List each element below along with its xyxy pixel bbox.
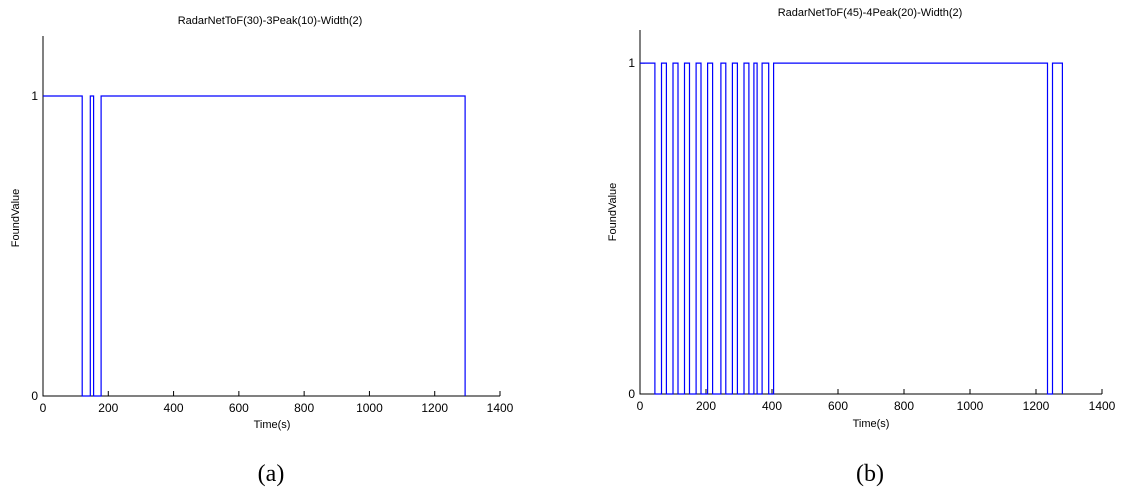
chart-title-a: RadarNetToF(30)-3Peak(10)-Width(2) [178,15,363,27]
x-tick-label-b: 0 [637,399,644,413]
x-tick-label-b: 200 [696,399,716,413]
x-tick-label-b: 800 [894,399,914,413]
ticks-a: 0 200 400 600 800 1000 1200 1400 0 1 [31,89,513,415]
x-tick-label-a: 1400 [487,401,514,415]
x-tick-label-a: 1200 [421,401,448,415]
x-tick-label-a: 1000 [356,401,383,415]
x-tick-label-b: 1200 [1023,399,1050,413]
axes-frame-b [639,30,1102,395]
x-tick-label-b: 600 [828,399,848,413]
y-tick-label-a: 1 [31,89,38,103]
y-tick-label-b: 1 [628,56,635,70]
x-tick-label-b: 1400 [1089,399,1116,413]
y-axis-label-b: FoundValue [607,183,619,242]
chart-panel-b: RadarNetToF(45)-4Peak(20)-Width(2) 0 200 4… [607,7,1116,487]
x-tick-label-a: 200 [98,401,118,415]
x-tick-label-b: 400 [762,399,782,413]
series-line-b [640,62,1063,395]
chart-panel-a: RadarNetToF(30)-3Peak(10)-Width(2) 0 200 4… [10,15,514,487]
x-tick-label-a: 800 [294,401,314,415]
x-axis-label-b: Time(s) [853,418,890,430]
y-tick-label-b: 0 [628,387,635,401]
caption-a: (a) [258,461,285,487]
y-tick-label-a: 0 [31,389,38,403]
x-axis-label-a: Time(s) [254,419,291,431]
series-line-a [43,95,466,397]
ticks-b: 0 200 400 600 800 1000 1200 1400 0 1 [628,56,1115,413]
y-axis-label-a: FoundValue [10,189,22,248]
axes-frame-a [42,36,500,397]
x-tick-label-a: 400 [164,401,184,415]
x-tick-label-a: 0 [40,401,47,415]
x-tick-label-a: 600 [229,401,249,415]
x-tick-label-b: 1000 [957,399,984,413]
caption-b: (b) [856,461,884,487]
chart-title-b: RadarNetToF(45)-4Peak(20)-Width(2) [778,7,963,19]
